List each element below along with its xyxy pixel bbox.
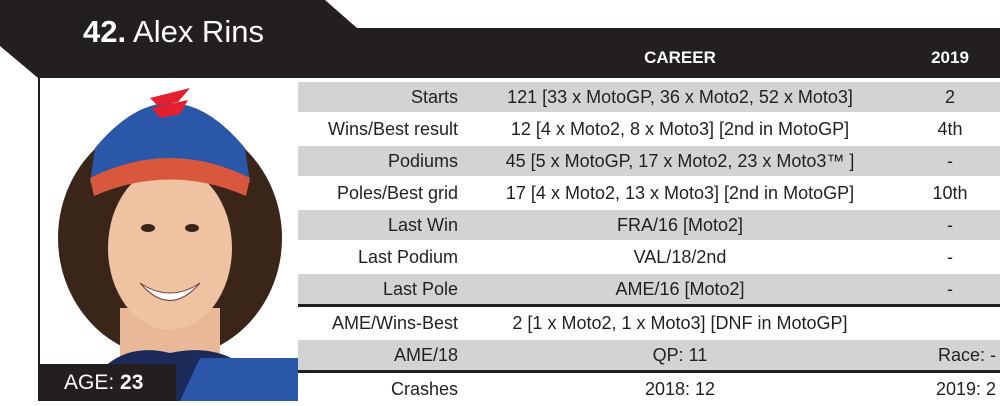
season-value: -	[947, 247, 953, 267]
table-row: Poles/Best grid 17 [4 x Moto2, 13 x Moto3…	[298, 178, 1000, 208]
row-label: AME/18	[393, 345, 458, 365]
section-divider	[298, 304, 1000, 307]
season-header: 2019	[931, 48, 969, 67]
table-row: Last Win FRA/16 [Moto2] -	[298, 210, 1000, 240]
career-value: 121 [33 x MotoGP, 36 x Moto2, 52 x Moto3…	[507, 87, 853, 107]
career-value: 2018: 12	[644, 379, 716, 399]
rider-title: 42. Alex Rins	[83, 14, 264, 50]
section-divider	[298, 370, 1000, 373]
table-row: Podiums 45 [5 x MotoGP, 17 x Moto2, 23 x …	[298, 146, 1000, 176]
season-value: -	[947, 151, 953, 171]
row-label: Wins/Best result	[327, 119, 458, 139]
rider-number: 42.	[83, 14, 127, 49]
row-label: AME/Wins-Best	[331, 313, 458, 333]
career-value: 17 [4 x Moto2, 13 x Moto3] [2nd in MotoG…	[505, 183, 855, 203]
suzuki-logo-icon	[150, 88, 190, 118]
career-value: FRA/16 [Moto2]	[616, 215, 744, 235]
career-value: 45 [5 x MotoGP, 17 x Moto2, 23 x Moto3™ …	[505, 151, 855, 171]
table-row: AME/18 QP: 11 Race: -	[298, 340, 1000, 370]
row-label: Starts	[410, 87, 458, 107]
season-value: 2019: 2	[935, 379, 996, 399]
rider-photo	[38, 78, 298, 401]
row-label: Podiums	[387, 151, 458, 171]
season-value: 4th	[937, 119, 963, 139]
season-value: Race: -	[937, 345, 996, 365]
stats-table: Starts 121 [33 x MotoGP, 36 x Moto2, 52 x…	[298, 82, 1000, 406]
table-row: Wins/Best result 12 [4 x Moto2, 8 x Moto3…	[298, 114, 1000, 144]
table-row: Last Pole AME/16 [Moto2] -	[298, 274, 1000, 304]
age-badge: AGE: 23	[38, 364, 176, 401]
season-value: -	[947, 279, 953, 299]
season-value: 10th	[932, 183, 968, 203]
table-row: Crashes 2018: 12 2019: 2	[298, 374, 1000, 404]
age-value: 23	[120, 371, 144, 394]
table-row: Last Podium VAL/18/2nd -	[298, 242, 1000, 272]
row-label: Crashes	[390, 379, 458, 399]
row-label: Last Podium	[357, 247, 458, 267]
table-row: Starts 121 [33 x MotoGP, 36 x Moto2, 52 x…	[298, 82, 1000, 112]
row-label: Poles/Best grid	[336, 183, 458, 203]
season-value: 2	[944, 87, 955, 107]
table-row: AME/Wins-Best 2 [1 x Moto2, 1 x Moto3] [D…	[298, 308, 1000, 338]
career-value: AME/16 [Moto2]	[615, 279, 745, 299]
career-value: 2 [1 x Moto2, 1 x Moto3] [DNF in MotoGP]	[512, 313, 848, 333]
season-value: -	[947, 215, 953, 235]
career-value: QP: 11	[652, 345, 708, 365]
career-header: CAREER	[644, 48, 716, 67]
title-banner	[0, 0, 1000, 78]
career-value: VAL/18/2nd	[633, 247, 727, 267]
row-label: Last Win	[387, 215, 458, 235]
rider-name: Alex Rins	[133, 14, 264, 49]
career-value: 12 [4 x Moto2, 8 x Moto3] [2nd in MotoGP…	[510, 119, 850, 139]
age-label: AGE:	[64, 371, 115, 394]
row-label: Last Pole	[382, 279, 458, 299]
